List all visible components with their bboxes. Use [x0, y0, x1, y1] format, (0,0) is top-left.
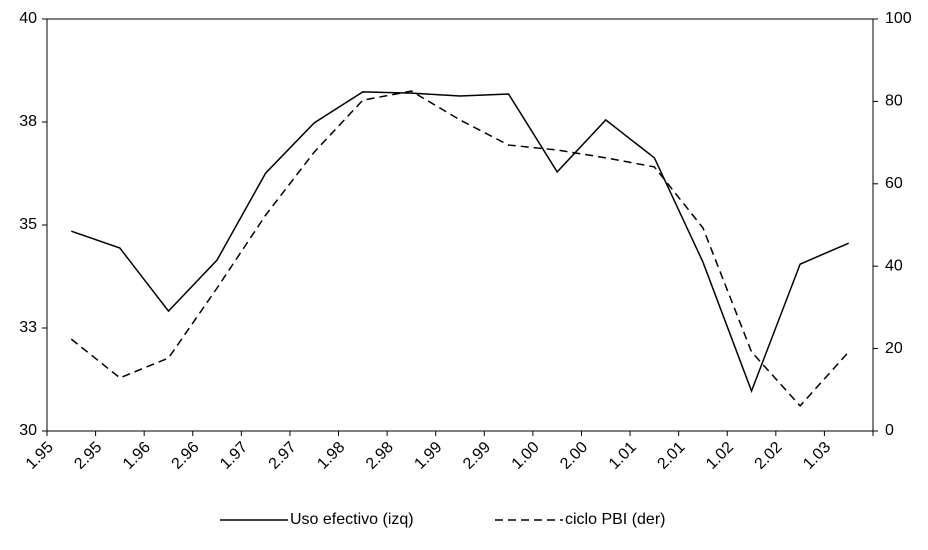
y2-tick-label: 0	[885, 422, 894, 439]
x-tick-label: 2.01	[654, 439, 688, 473]
x-tick-label: 2.96	[169, 439, 203, 473]
x-tick-label: 1.95	[23, 439, 57, 473]
series-line	[71, 91, 850, 394]
y2-tick-label: 100	[885, 10, 912, 27]
y-tick-label: 33	[19, 319, 37, 336]
x-tick-label: 1.97	[217, 439, 251, 473]
x-tick-label: 2.00	[557, 439, 591, 473]
y2-tick-label: 80	[885, 93, 903, 110]
y-tick-label: 40	[19, 10, 37, 27]
plot-frame	[46, 18, 874, 432]
x-tick-label: 2.02	[752, 439, 786, 473]
x-tick-label: 1.01	[606, 439, 640, 473]
x-tick-label: 2.97	[266, 439, 300, 473]
y-tick-label: 35	[19, 216, 37, 233]
series-line	[70, 90, 850, 407]
x-tick-label: 2.95	[71, 439, 105, 473]
legend-label: ciclo PBI (der)	[565, 511, 665, 528]
x-tick-label: 1.03	[800, 439, 834, 473]
legend-label: Uso efectivo (izq)	[290, 511, 414, 528]
x-tick-label: 1.00	[509, 439, 543, 473]
x-tick-label: 1.99	[411, 439, 445, 473]
x-tick-label: 1.02	[703, 439, 737, 473]
y2-tick-label: 20	[885, 340, 903, 357]
y-tick-label: 30	[19, 422, 37, 439]
x-tick-label: 2.98	[363, 439, 397, 473]
y-tick-label: 38	[19, 113, 37, 130]
x-tick-label: 1.98	[314, 439, 348, 473]
y2-tick-label: 40	[885, 257, 903, 274]
x-tick-label: 2.99	[460, 439, 494, 473]
x-tick-label: 1.96	[120, 439, 154, 473]
y2-tick-label: 60	[885, 175, 903, 192]
